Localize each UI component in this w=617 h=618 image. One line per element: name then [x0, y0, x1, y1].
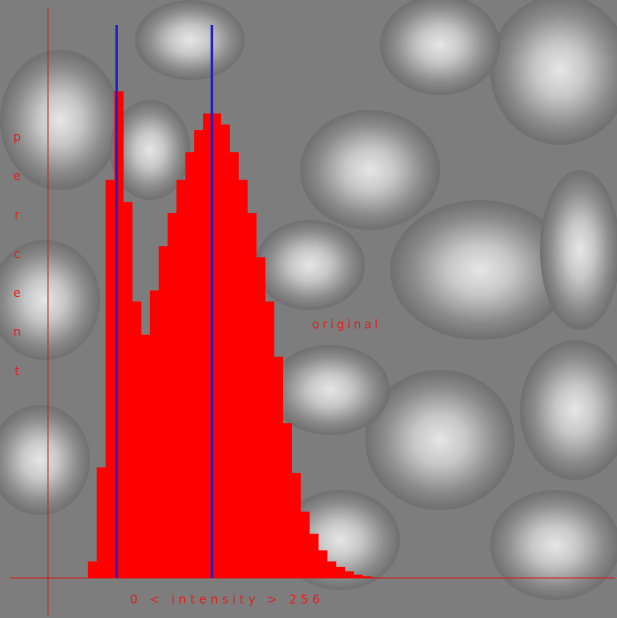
histogram-bar: [336, 567, 345, 578]
histogram-bar: [123, 202, 132, 578]
histogram-bar: [141, 335, 150, 578]
histogram-bar: [327, 561, 336, 578]
histogram-bar: [265, 302, 274, 579]
histogram-bar: [318, 550, 327, 578]
histogram-bar: [247, 213, 256, 578]
histogram-bar: [97, 467, 106, 578]
histogram-bar: [283, 423, 292, 578]
histogram-bar: [176, 180, 185, 578]
annotation: original: [312, 318, 381, 332]
histogram-bar: [345, 571, 354, 578]
histogram-bar: [212, 113, 221, 578]
histogram-bar: [292, 473, 301, 578]
histogram-bar: [363, 576, 372, 578]
histogram-bar: [238, 180, 247, 578]
histogram-bar: [221, 125, 230, 578]
histogram-bar: [230, 152, 239, 578]
histogram-bar: [159, 246, 168, 578]
y-axis-label: percent: [10, 130, 24, 403]
histogram-bar: [168, 213, 177, 578]
histogram-bar: [132, 302, 141, 579]
histogram-bar: [106, 180, 115, 578]
histogram-bar: [371, 577, 380, 578]
histogram-bar: [274, 357, 283, 578]
histogram-bar: [309, 534, 318, 578]
histogram-bar: [256, 257, 265, 578]
histogram-bar: [185, 152, 194, 578]
histogram-bar: [300, 512, 309, 578]
histogram-bar: [150, 290, 159, 578]
histogram-bar: [88, 561, 97, 578]
x-axis-label: 0 < intensity > 256: [130, 593, 324, 607]
histogram-bar: [354, 575, 363, 578]
chart: percent 0 < intensity > 256 original: [0, 0, 617, 618]
histogram-bar: [194, 130, 203, 578]
